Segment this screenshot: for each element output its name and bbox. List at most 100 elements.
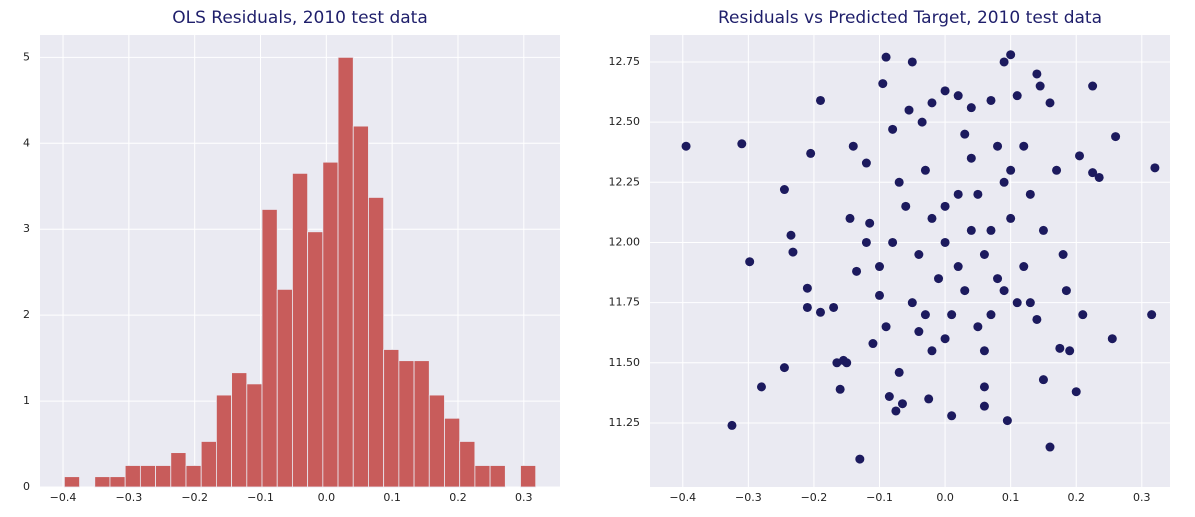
point [802,302,812,312]
point [966,153,976,163]
point [1002,416,1012,426]
x-tick-label: 0.1 [383,491,401,504]
point [788,247,798,257]
point [875,262,885,272]
point [960,286,970,296]
point [1045,442,1055,452]
point [878,79,888,89]
point [815,95,825,105]
point [973,322,983,332]
point [1107,334,1117,344]
point [897,399,907,409]
point [1071,387,1081,397]
point [1065,346,1075,356]
x-tick-label: −0.2 [181,491,208,504]
point [947,411,957,421]
point [907,298,917,308]
point [745,257,755,267]
x-tick-label: 0.2 [1067,491,1085,504]
point [1006,165,1016,175]
point [999,177,1009,187]
point [966,225,976,235]
point [1025,189,1035,199]
point [1038,375,1048,385]
point [999,57,1009,67]
y-tick-label: 11.75 [609,296,641,309]
point [1019,262,1029,272]
y-tick-label: 12.00 [609,235,641,248]
point [907,57,917,67]
point [1078,310,1088,320]
bar [216,394,233,488]
point [1094,172,1104,182]
point [894,367,904,377]
point [940,86,950,96]
point [868,339,878,349]
x-tick-label: −0.4 [50,491,77,504]
point [979,250,989,260]
y-tick-label: 11.50 [609,356,641,369]
point [845,213,855,223]
point [779,363,789,373]
point [1006,50,1016,60]
point [806,148,816,158]
bar [398,360,415,488]
plot-area [650,35,1170,487]
point [993,274,1003,284]
point [920,165,930,175]
point [993,141,1003,151]
point [953,91,963,101]
point [914,327,924,337]
x-tick-label: −0.1 [247,491,274,504]
point [979,401,989,411]
point [884,392,894,402]
point [1032,314,1042,324]
point [1052,165,1062,175]
y-tick-label: 11.25 [609,416,641,429]
point [1035,81,1045,91]
point [756,382,766,392]
point [979,346,989,356]
point [924,394,934,404]
point [1150,163,1160,173]
bar [231,372,248,488]
point [888,237,898,247]
bar [124,465,141,488]
point [1012,91,1022,101]
point [1045,98,1055,108]
bar [413,360,430,488]
point [848,141,858,151]
point [927,213,937,223]
point [953,262,963,272]
point [779,185,789,195]
point [1058,250,1068,260]
point [802,283,812,293]
point [966,103,976,113]
point [986,95,996,105]
point [865,218,875,228]
y-tick-label: 3 [23,222,30,235]
point [917,117,927,127]
x-tick-label: −0.3 [735,491,762,504]
bar [139,465,156,488]
point [979,382,989,392]
chart-title: Residuals vs Predicted Target, 2010 test… [718,8,1102,28]
y-tick-label: 12.75 [609,55,641,68]
point [1075,151,1085,161]
y-tick-label: 0 [23,480,30,493]
bar [185,465,202,488]
bar [459,441,476,488]
y-tick-label: 12.50 [609,115,641,128]
point [852,266,862,276]
point [875,290,885,300]
bar [444,417,461,488]
x-tick-label: −0.2 [801,491,828,504]
bar [322,161,339,488]
x-tick-label: 0.0 [936,491,954,504]
bar [520,465,537,488]
bar [292,172,309,488]
point [914,250,924,260]
bar [200,441,217,488]
y-tick-label: 1 [23,394,30,407]
point [973,189,983,199]
